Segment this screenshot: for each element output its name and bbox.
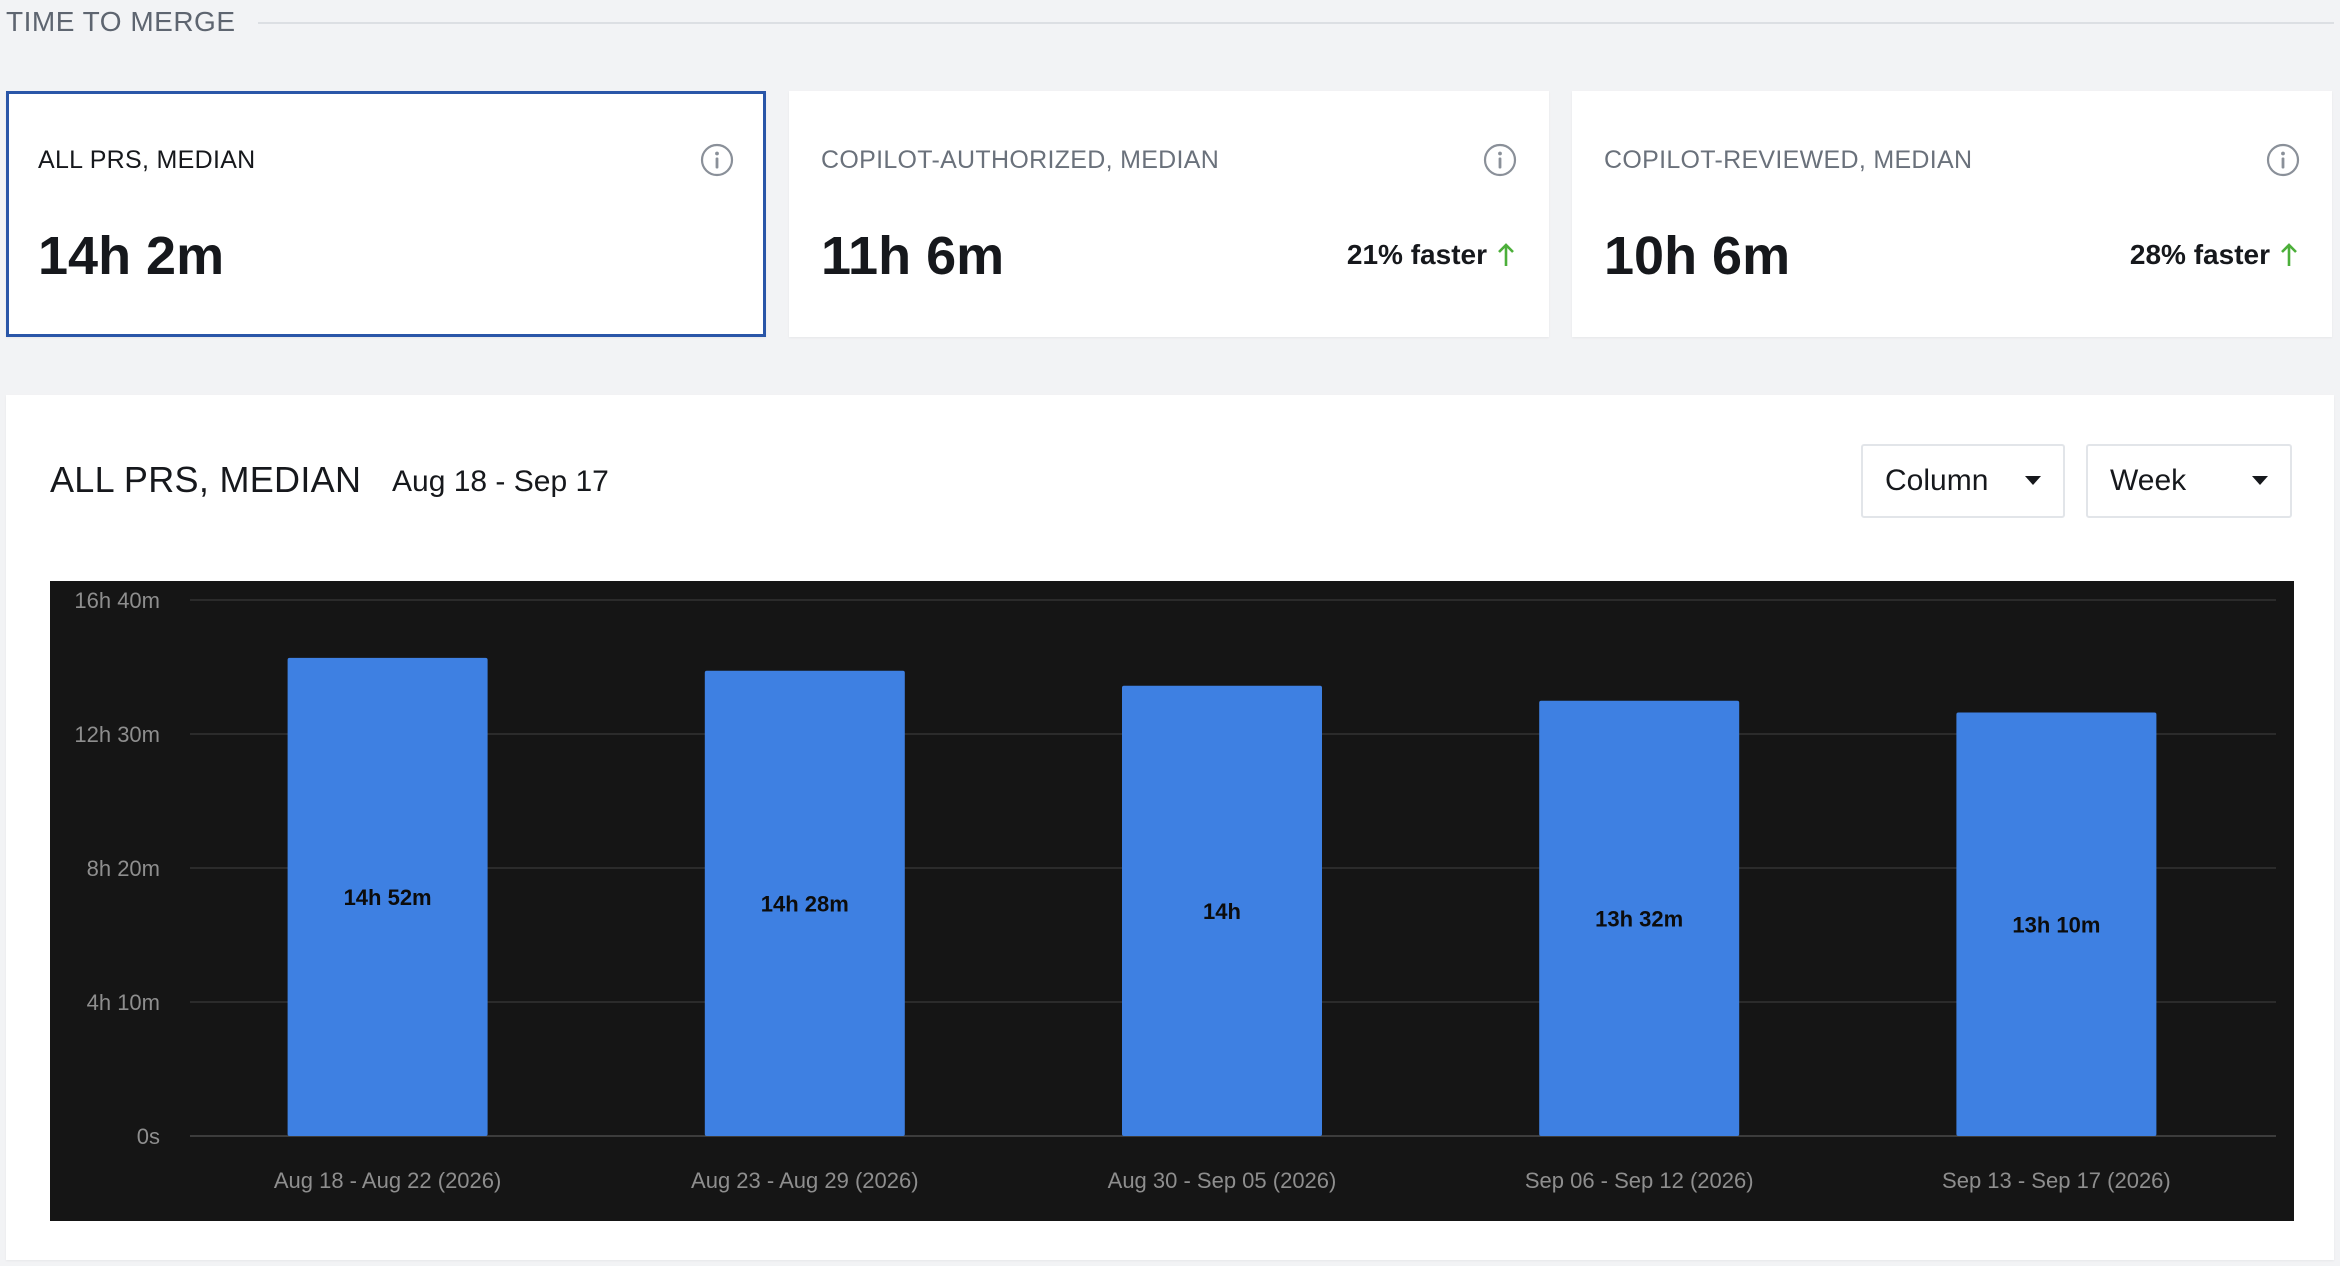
bar-data-label: 13h 10m	[2012, 912, 2100, 937]
kpi-value: 11h 6m	[821, 226, 1005, 286]
kpi-label: ALL PRS, MEDIAN	[38, 146, 256, 174]
bar[interactable]	[704, 670, 905, 1136]
chart-date-range: Aug 18 - Sep 17	[392, 465, 609, 498]
y-tick-label: 12h 30m	[74, 722, 160, 747]
bar-data-label: 13h 32m	[1595, 906, 1683, 931]
bar-data-label: 14h 28m	[761, 891, 849, 916]
section-divider	[257, 22, 2334, 24]
info-circle-icon[interactable]	[2266, 143, 2300, 177]
chart-title: ALL PRS, MEDIAN	[50, 459, 362, 500]
x-tick-label: Aug 30 - Sep 05 (2026)	[1108, 1168, 1337, 1193]
chart-type-select-value: Column	[1885, 464, 1989, 497]
section-title: TIME TO MERGE	[6, 6, 236, 37]
arrow-up-icon	[2280, 242, 2298, 268]
kpi-card-all-prs[interactable]: ALL PRS, MEDIAN 14h 2m	[6, 91, 766, 337]
caret-down-icon	[2252, 476, 2268, 485]
x-tick-label: Aug 18 - Aug 22 (2026)	[274, 1168, 502, 1193]
kpi-delta: 28% faster	[2130, 239, 2298, 271]
info-circle-icon[interactable]	[700, 143, 734, 177]
kpi-value: 10h 6m	[1604, 226, 1791, 286]
chart-type-select[interactable]: Column	[1861, 444, 2065, 518]
arrow-up-icon	[1497, 242, 1515, 268]
kpi-delta-text: 28% faster	[2129, 239, 2270, 270]
bar[interactable]	[1956, 712, 2157, 1136]
bar-chart: 0s 4h 10m 8h 20m 12h 30m 16h 40m 14h 52m Aug 1…	[74, 588, 2276, 1193]
bar[interactable]	[1539, 700, 1740, 1136]
bar[interactable]	[287, 657, 488, 1136]
bar-data-label: 14h 52m	[344, 885, 432, 910]
kpi-value: 14h 2m	[38, 226, 225, 286]
kpi-card-copilot-authorized[interactable]: COPILOT-AUTHORIZED, MEDIAN 11h 6m 21% fa…	[789, 91, 1549, 337]
bar-data-label: 14h	[1203, 899, 1241, 924]
chart-area: 0s 4h 10m 8h 20m 12h 30m 16h 40m 14h 52m Aug 1…	[50, 581, 2294, 1221]
interval-select[interactable]: Week	[2086, 444, 2292, 518]
caret-down-icon	[2025, 476, 2041, 485]
y-tick-label: 4h 10m	[87, 990, 160, 1015]
info-circle-icon[interactable]	[1483, 143, 1517, 177]
kpi-label: COPILOT-AUTHORIZED, MEDIAN	[821, 146, 1220, 174]
kpi-delta: 21% faster	[1347, 239, 1515, 271]
kpi-card-copilot-reviewed[interactable]: COPILOT-REVIEWED, MEDIAN 10h 6m 28% fast…	[1572, 91, 2332, 337]
x-tick-label: Sep 06 - Sep 12 (2026)	[1525, 1168, 1754, 1193]
x-tick-label: Aug 23 - Aug 29 (2026)	[691, 1168, 919, 1193]
bar[interactable]	[1122, 685, 1322, 1136]
y-tick-label: 16h 40m	[74, 588, 160, 613]
kpi-delta-text: 21% faster	[1346, 239, 1487, 270]
chart-panel: ALL PRS, MEDIAN Aug 18 - Sep 17 Column W…	[6, 395, 2334, 1260]
interval-select-value: Week	[2110, 464, 2187, 497]
kpi-label: COPILOT-REVIEWED, MEDIAN	[1604, 146, 1973, 174]
y-tick-label: 8h 20m	[87, 856, 160, 881]
section-header: TIME TO MERGE	[6, 6, 2334, 38]
x-tick-label: Sep 13 - Sep 17 (2026)	[1942, 1168, 2171, 1193]
y-tick-label: 0s	[137, 1124, 160, 1149]
